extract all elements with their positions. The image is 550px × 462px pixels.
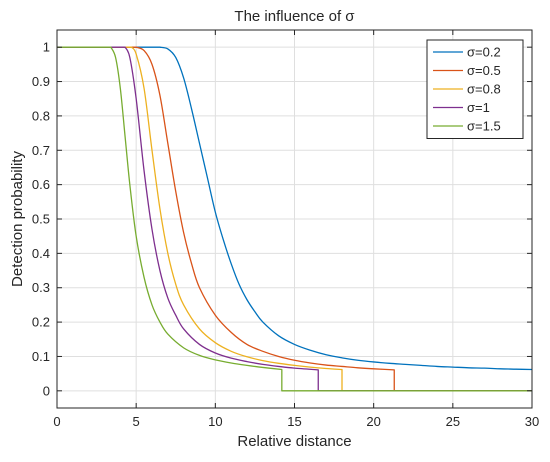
series-lines <box>57 46 533 392</box>
series-line-4 <box>57 46 532 392</box>
y-tick-label: 1 <box>43 40 50 55</box>
legend-label: σ=0.5 <box>467 63 501 78</box>
y-tick-label: 0.3 <box>32 280 50 295</box>
series-line-3 <box>57 46 532 392</box>
y-tick-label: 0 <box>43 383 50 398</box>
x-axis-label: Relative distance <box>237 433 351 450</box>
x-tick-label: 5 <box>133 414 140 429</box>
series-line-1 <box>57 46 533 371</box>
axis-ticks: 0 5 10 15 20 25 30 0 0.1 0.2 0.3 0.4 0.5 0.6 0.7 0.8 0.9… <box>32 30 539 429</box>
y-tick-label: 0.7 <box>32 143 50 158</box>
y-tick-label: 0.4 <box>32 246 50 261</box>
legend-label: σ=0.2 <box>467 45 501 60</box>
series-line-2 <box>57 46 532 392</box>
legend: σ=0.2 σ=0.5 σ=0.8 σ=1 σ=1.5 <box>426 39 524 139</box>
y-tick-label: 0.9 <box>32 74 50 89</box>
chart-title: The influence of σ <box>234 8 355 25</box>
x-tick-label: 30 <box>525 414 539 429</box>
y-axis-label: Detection probability <box>9 151 26 287</box>
y-tick-label: 0.5 <box>32 212 50 227</box>
grid <box>56 30 533 408</box>
y-tick-label: 0.8 <box>32 108 50 123</box>
y-tick-label: 0.6 <box>32 177 50 192</box>
legend-label: σ=1 <box>467 100 490 115</box>
x-tick-label: 25 <box>446 414 460 429</box>
x-tick-label: 10 <box>208 414 222 429</box>
y-tick-label: 0.1 <box>32 349 50 364</box>
legend-label: σ=0.8 <box>467 82 501 97</box>
legend-box <box>426 39 524 139</box>
x-tick-label: 20 <box>366 414 380 429</box>
y-tick-label: 0.2 <box>32 315 50 330</box>
legend-label: σ=1.5 <box>467 119 501 134</box>
series-line-5 <box>57 46 532 392</box>
x-tick-label: 15 <box>287 414 301 429</box>
x-tick-label: 0 <box>53 414 60 429</box>
